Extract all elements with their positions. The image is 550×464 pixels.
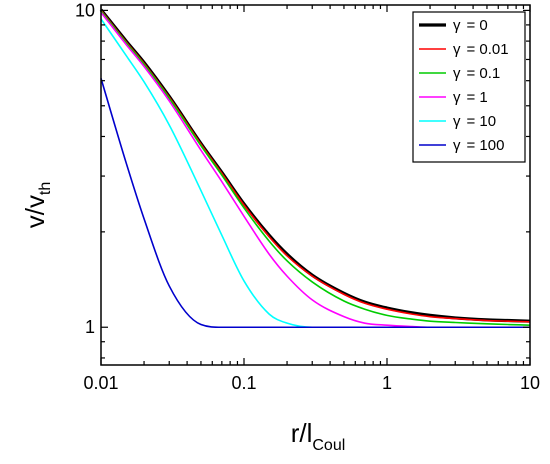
axis-ticks <box>100 5 531 365</box>
legend-gamma-symbol: γ <box>453 113 461 130</box>
x-tick-label: 0.01 <box>83 373 118 393</box>
legend: γ = 0 γ = 0.01 γ = 0.1 γ = 1 γ = 10 γ = 100 <box>412 11 526 163</box>
legend-value: = 100 <box>467 137 505 154</box>
plot-frame <box>100 4 531 366</box>
x-tick-label: 1 <box>382 373 392 393</box>
legend-label: γ = 10 <box>453 113 496 130</box>
legend-label: γ = 0.01 <box>453 41 509 58</box>
legend-gamma-symbol: γ <box>453 137 461 154</box>
legend-gamma-symbol: γ <box>453 17 461 34</box>
legend-value: = 0.01 <box>467 41 509 58</box>
legend-label: γ = 1 <box>453 89 488 106</box>
legend-gamma-symbol: γ <box>453 65 461 82</box>
plot-lines <box>99 8 531 329</box>
legend-label: γ = 100 <box>453 137 504 154</box>
series-line-2 <box>100 10 531 326</box>
tick-labels: 0.01 0.1 1 10 1 10 <box>75 0 540 393</box>
legend-label: γ = 0 <box>453 17 488 34</box>
legend-gamma-symbol: γ <box>453 41 461 58</box>
x-axis-title-main: r/l <box>291 418 313 448</box>
legend-value: = 1 <box>467 89 488 106</box>
x-tick-label: 10 <box>520 373 540 393</box>
y-axis-title-subscript: th <box>37 182 54 195</box>
legend-gamma-symbol: γ <box>453 89 461 106</box>
legend-label: γ = 0.1 <box>453 65 500 82</box>
y-tick-label: 1 <box>85 317 95 337</box>
y-axis-title: v/vth <box>20 182 54 229</box>
legend-value: = 0.1 <box>467 65 501 82</box>
x-axis-title-subscript: Coul <box>312 437 345 454</box>
series-line-5 <box>100 78 530 329</box>
legend-box <box>412 11 526 163</box>
legend-value: = 0 <box>467 17 488 34</box>
legend-value: = 10 <box>467 113 497 130</box>
y-tick-label: 10 <box>75 0 95 20</box>
x-tick-label: 0.1 <box>231 373 256 393</box>
y-axis-title-main: v/v <box>20 195 50 228</box>
x-axis-title: r/lCoul <box>291 418 346 454</box>
